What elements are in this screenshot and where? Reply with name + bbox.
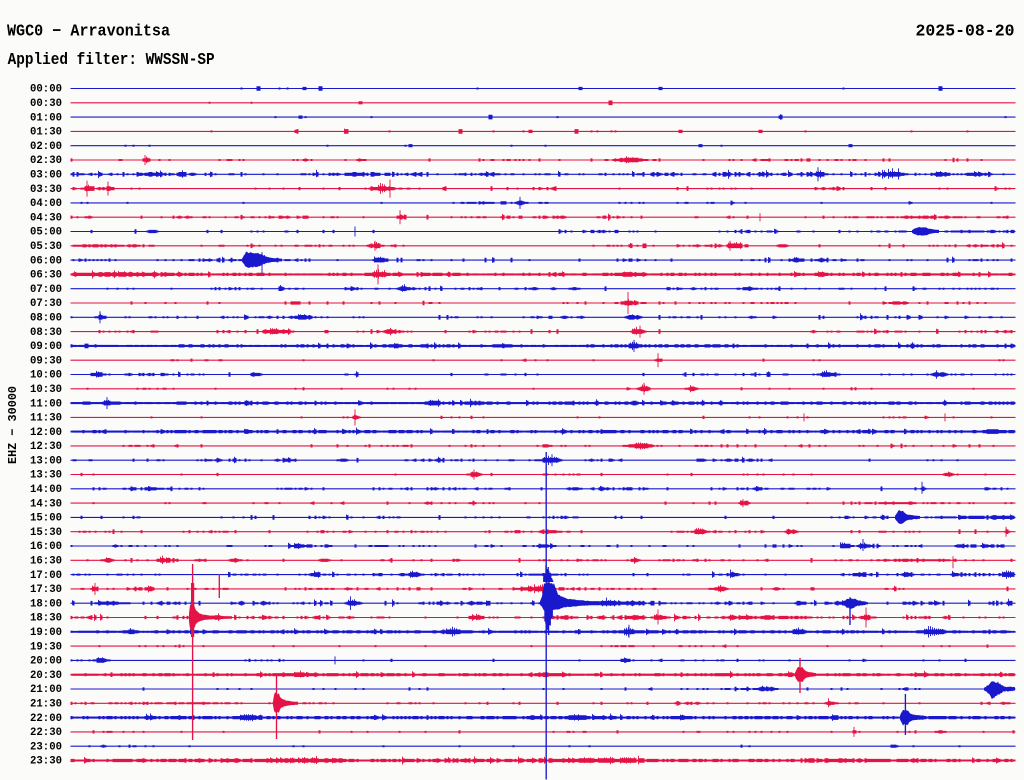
svg-text:13:00: 13:00 [30, 455, 62, 467]
svg-text:14:30: 14:30 [30, 498, 62, 510]
svg-text:22:30: 22:30 [30, 727, 62, 739]
svg-text:10:30: 10:30 [30, 384, 62, 396]
svg-text:18:30: 18:30 [30, 613, 62, 625]
svg-text:05:30: 05:30 [30, 241, 62, 253]
svg-text:19:30: 19:30 [30, 641, 62, 653]
svg-text:06:30: 06:30 [30, 270, 62, 282]
svg-text:16:30: 16:30 [30, 556, 62, 568]
svg-text:EHZ − 30000: EHZ − 30000 [6, 386, 20, 464]
svg-text:23:00: 23:00 [30, 741, 62, 753]
svg-text:16:00: 16:00 [30, 541, 62, 553]
svg-text:17:30: 17:30 [30, 584, 62, 596]
svg-text:04:00: 04:00 [30, 198, 62, 210]
svg-text:06:00: 06:00 [30, 255, 62, 267]
svg-text:21:30: 21:30 [30, 699, 62, 711]
svg-text:04:30: 04:30 [30, 212, 62, 224]
svg-text:10:00: 10:00 [30, 370, 62, 382]
svg-text:13:30: 13:30 [30, 470, 62, 482]
svg-text:15:30: 15:30 [30, 527, 62, 539]
svg-text:Applied filter: WWSSN-SP: Applied filter: WWSSN-SP [8, 50, 215, 69]
svg-text:20:00: 20:00 [30, 656, 62, 668]
svg-text:01:00: 01:00 [30, 112, 62, 124]
svg-text:01:30: 01:30 [30, 127, 62, 139]
svg-text:21:00: 21:00 [30, 684, 62, 696]
svg-text:11:00: 11:00 [30, 398, 62, 410]
svg-text:WGC0 − Arravonitsa: WGC0 − Arravonitsa [7, 22, 170, 41]
svg-text:19:00: 19:00 [30, 627, 62, 639]
svg-text:20:30: 20:30 [30, 670, 62, 682]
svg-text:05:00: 05:00 [30, 227, 62, 239]
svg-text:15:00: 15:00 [30, 513, 62, 525]
svg-text:12:30: 12:30 [30, 441, 62, 453]
svg-text:09:00: 09:00 [30, 341, 62, 353]
svg-text:2025-08-20: 2025-08-20 [916, 22, 1015, 41]
svg-text:12:00: 12:00 [30, 427, 62, 439]
svg-text:07:00: 07:00 [30, 284, 62, 296]
svg-text:03:00: 03:00 [30, 170, 62, 182]
svg-text:00:30: 00:30 [30, 98, 62, 110]
svg-text:22:00: 22:00 [30, 713, 62, 725]
svg-text:09:30: 09:30 [30, 355, 62, 367]
svg-text:14:00: 14:00 [30, 484, 62, 496]
svg-text:18:00: 18:00 [30, 598, 62, 610]
svg-text:17:00: 17:00 [30, 570, 62, 582]
svg-text:03:30: 03:30 [30, 184, 62, 196]
svg-text:08:00: 08:00 [30, 313, 62, 325]
svg-text:02:00: 02:00 [30, 141, 62, 153]
svg-text:08:30: 08:30 [30, 327, 62, 339]
svg-text:23:30: 23:30 [30, 756, 62, 768]
svg-text:11:30: 11:30 [30, 413, 62, 425]
svg-text:02:30: 02:30 [30, 155, 62, 167]
svg-text:00:00: 00:00 [30, 84, 62, 96]
svg-text:07:30: 07:30 [30, 298, 62, 310]
